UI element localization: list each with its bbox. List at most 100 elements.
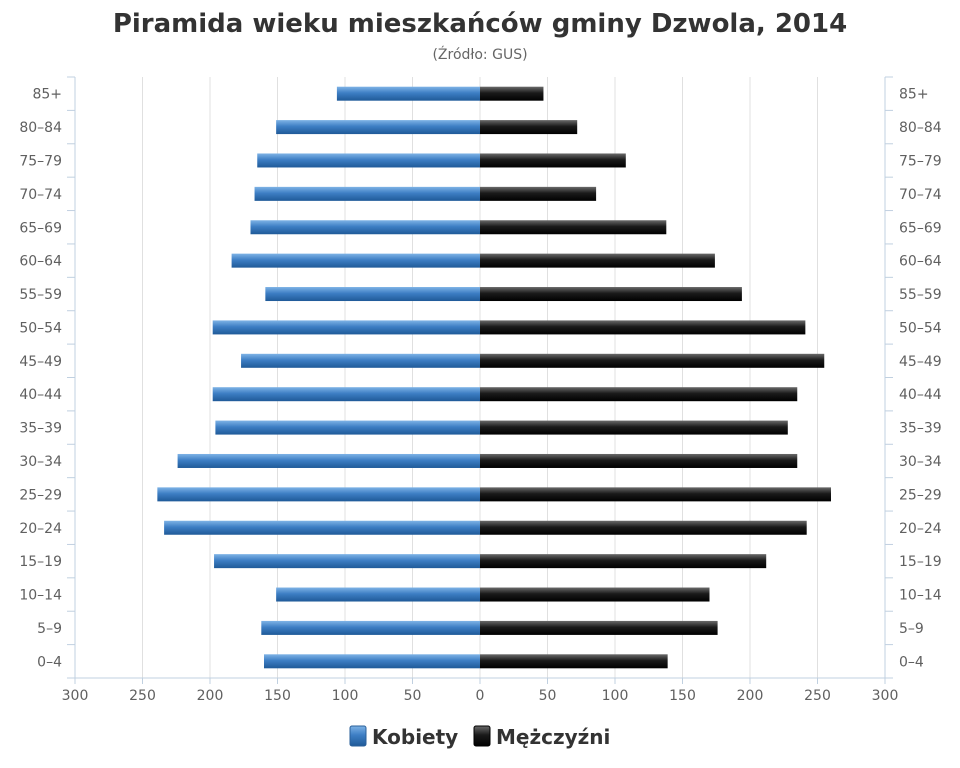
grid-lines xyxy=(142,77,818,678)
bar-mezczyzni-12 xyxy=(480,253,715,268)
y-label-left-16: 80–84 xyxy=(19,120,62,136)
legend-label-mezczyzni: Mężczyźni xyxy=(496,725,610,749)
bar-kobiety-6 xyxy=(177,453,480,468)
x-label-9: 150 xyxy=(669,688,696,704)
bar-mezczyzni-8 xyxy=(480,387,798,402)
bar-kobiety-4 xyxy=(164,520,480,535)
bar-kobiety-8 xyxy=(212,387,480,402)
bar-mezczyzni-17 xyxy=(480,86,544,101)
x-label-11: 250 xyxy=(804,688,831,704)
y-label-left-15: 75–79 xyxy=(19,153,62,169)
y-label-left-14: 70–74 xyxy=(19,187,62,203)
y-label-right-3: 15–19 xyxy=(899,554,942,570)
bars xyxy=(157,86,831,669)
bar-mezczyzni-0 xyxy=(480,654,668,669)
y-label-right-14: 70–74 xyxy=(899,187,942,203)
bar-kobiety-16 xyxy=(276,120,480,135)
x-label-5: 50 xyxy=(404,688,422,704)
bar-mezczyzni-11 xyxy=(480,287,742,302)
y-label-right-6: 30–34 xyxy=(899,454,942,470)
bar-mezczyzni-14 xyxy=(480,186,597,201)
y-label-left-9: 45–49 xyxy=(19,354,62,370)
bar-kobiety-0 xyxy=(264,654,480,669)
x-label-12: 300 xyxy=(872,688,899,704)
bar-kobiety-13 xyxy=(250,220,480,235)
y-label-right-16: 80–84 xyxy=(899,120,942,136)
bar-mezczyzni-6 xyxy=(480,453,798,468)
bar-mezczyzni-1 xyxy=(480,620,718,635)
y-label-right-7: 35–39 xyxy=(899,421,942,437)
y-label-right-13: 65–69 xyxy=(899,220,942,236)
y-label-left-0: 0–4 xyxy=(37,654,62,670)
bar-kobiety-10 xyxy=(212,320,480,335)
bar-kobiety-9 xyxy=(241,353,480,368)
legend-item-kobiety[interactable]: Kobiety xyxy=(349,725,458,749)
legend-swatch-mezczyzni xyxy=(473,725,491,747)
bar-mezczyzni-10 xyxy=(480,320,806,335)
y-label-left-8: 40–44 xyxy=(19,387,62,403)
bar-kobiety-5 xyxy=(157,487,480,502)
legend: Kobiety Mężczyźni xyxy=(349,725,610,749)
x-axis-labels: 300 250 200 150 100 50 0 50 100 150 200 250 300 xyxy=(62,688,899,704)
y-label-right-0: 0–4 xyxy=(899,654,924,670)
bar-kobiety-2 xyxy=(276,587,480,602)
y-label-left-5: 25–29 xyxy=(19,487,62,503)
x-label-1: 250 xyxy=(129,688,156,704)
y-label-right-1: 5–9 xyxy=(899,621,924,637)
y-label-left-3: 15–19 xyxy=(19,554,62,570)
bar-kobiety-12 xyxy=(231,253,480,268)
bar-mezczyzni-9 xyxy=(480,353,825,368)
bar-kobiety-17 xyxy=(336,86,480,101)
bar-kobiety-1 xyxy=(261,620,480,635)
y-label-left-4: 20–24 xyxy=(19,521,62,537)
bar-mezczyzni-3 xyxy=(480,554,767,569)
x-label-3: 150 xyxy=(264,688,291,704)
y-label-right-8: 40–44 xyxy=(899,387,942,403)
y-label-left-17: 85+ xyxy=(32,87,62,103)
x-label-6: 0 xyxy=(476,688,485,704)
bar-mezczyzni-16 xyxy=(480,120,578,135)
y-label-right-4: 20–24 xyxy=(899,521,942,537)
y-label-left-6: 30–34 xyxy=(19,454,62,470)
legend-label-kobiety: Kobiety xyxy=(372,725,458,749)
bar-mezczyzni-15 xyxy=(480,153,626,168)
x-label-4: 100 xyxy=(332,688,359,704)
bar-kobiety-3 xyxy=(214,554,481,569)
y-label-right-17: 85+ xyxy=(899,87,929,103)
x-label-2: 200 xyxy=(197,688,224,704)
axes xyxy=(67,76,893,684)
legend-swatch-kobiety xyxy=(349,725,367,747)
x-label-0: 300 xyxy=(62,688,89,704)
bar-kobiety-15 xyxy=(257,153,480,168)
y-label-right-5: 25–29 xyxy=(899,487,942,503)
y-label-left-12: 60–64 xyxy=(19,254,62,270)
y-axis-labels-right: 0–4 5–9 10–14 15–19 20–24 25–29 30–34 35–39 40–4… xyxy=(899,87,942,671)
bar-mezczyzni-13 xyxy=(480,220,667,235)
y-label-right-9: 45–49 xyxy=(899,354,942,370)
bar-kobiety-7 xyxy=(215,420,480,435)
bar-mezczyzni-7 xyxy=(480,420,788,435)
legend-item-mezczyzni[interactable]: Mężczyźni xyxy=(473,725,610,749)
y-axis-labels-left: 0–4 5–9 10–14 15–19 20–24 25–29 30–34 35–39 40–4… xyxy=(19,87,62,671)
chart-subtitle: (Źródło: GUS) xyxy=(432,45,527,63)
y-label-right-10: 50–54 xyxy=(899,320,942,336)
x-label-8: 100 xyxy=(602,688,629,704)
y-label-left-11: 55–59 xyxy=(19,287,62,303)
bar-kobiety-14 xyxy=(254,186,480,201)
bar-mezczyzni-4 xyxy=(480,520,807,535)
bar-mezczyzni-2 xyxy=(480,587,710,602)
y-label-left-13: 65–69 xyxy=(19,220,62,236)
y-label-left-10: 50–54 xyxy=(19,320,62,336)
y-label-left-7: 35–39 xyxy=(19,421,62,437)
bar-mezczyzni-5 xyxy=(480,487,831,502)
chart-title: Piramida wieku mieszkańców gminy Dzwola,… xyxy=(113,9,847,39)
x-label-7: 50 xyxy=(539,688,557,704)
y-label-right-12: 60–64 xyxy=(899,254,942,270)
y-label-right-2: 10–14 xyxy=(899,588,942,604)
y-label-left-1: 5–9 xyxy=(37,621,62,637)
bar-kobiety-11 xyxy=(265,287,480,302)
y-label-right-15: 75–79 xyxy=(899,153,942,169)
x-label-10: 200 xyxy=(737,688,764,704)
y-label-right-11: 55–59 xyxy=(899,287,942,303)
